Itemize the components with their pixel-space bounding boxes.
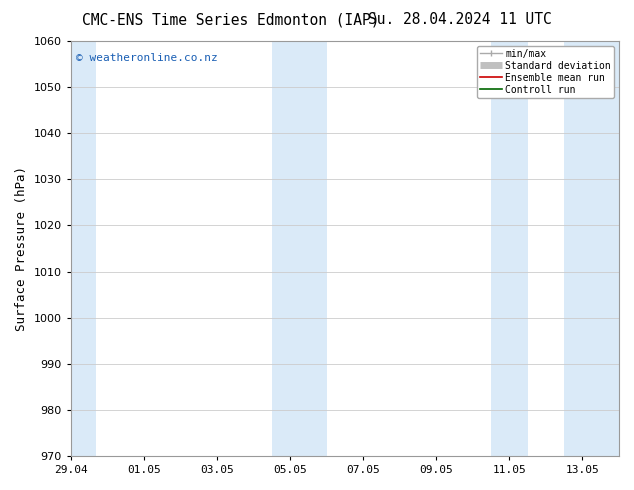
- Text: CMC-ENS Time Series Edmonton (IAP): CMC-ENS Time Series Edmonton (IAP): [82, 12, 380, 27]
- Bar: [71, 41, 96, 456]
- Bar: [564, 41, 619, 456]
- Bar: [491, 41, 527, 456]
- Legend: min/max, Standard deviation, Ensemble mean run, Controll run: min/max, Standard deviation, Ensemble me…: [477, 46, 614, 98]
- Text: Su. 28.04.2024 11 UTC: Su. 28.04.2024 11 UTC: [368, 12, 552, 27]
- Bar: [272, 41, 327, 456]
- Text: © weatheronline.co.nz: © weatheronline.co.nz: [76, 53, 218, 64]
- Y-axis label: Surface Pressure (hPa): Surface Pressure (hPa): [15, 166, 28, 331]
